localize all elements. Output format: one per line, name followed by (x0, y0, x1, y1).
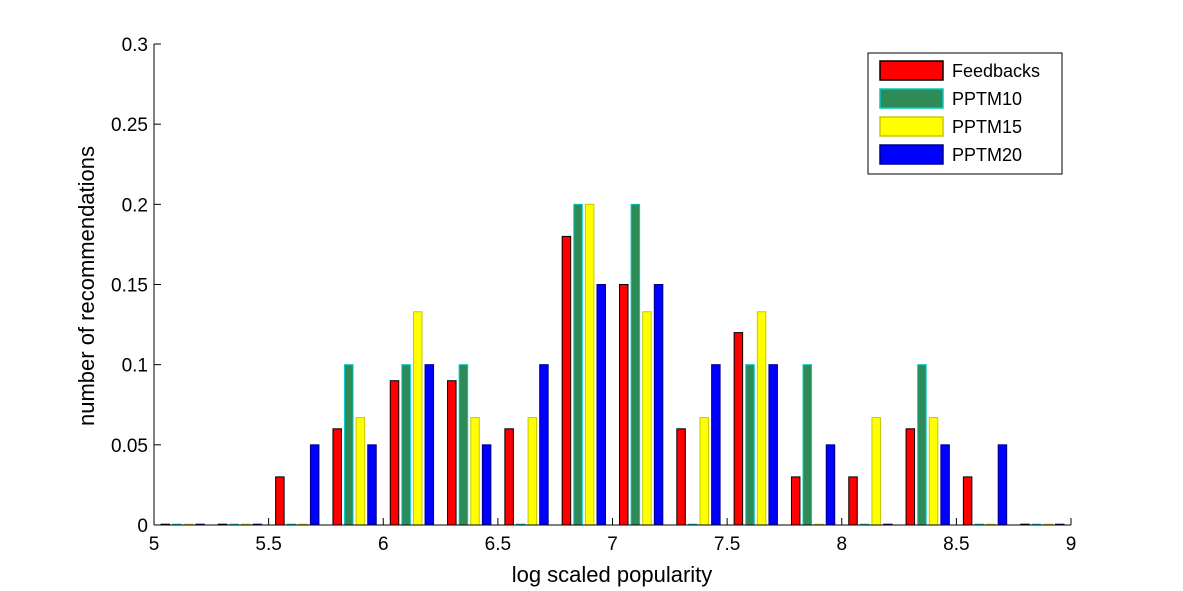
bar-pptm20-13 (940, 444, 950, 526)
legend-label-pptm10: PPTM10 (952, 89, 1022, 109)
legend-swatch-pptm15 (879, 116, 944, 137)
bar-pptm20-4 (424, 364, 435, 526)
x-tick-label: 6 (378, 534, 389, 555)
bar-pptm10-7 (573, 203, 583, 526)
bar-pptm20-14 (997, 444, 1008, 526)
bar-pptm20-2 (309, 444, 320, 526)
legend-swatch-pptm10 (879, 88, 944, 109)
bar-pptm15-9 (699, 417, 710, 526)
y-tick-label: 0.05 (111, 436, 148, 457)
x-tick-label: 7.5 (714, 534, 740, 555)
bar-feedbacks-2 (275, 476, 285, 526)
bar-pptm15-13 (928, 417, 939, 526)
bar-feedbacks-5 (447, 380, 457, 526)
legend-label-feedbacks: Feedbacks (952, 61, 1040, 81)
y-tick-label: 0 (137, 516, 148, 537)
bar-feedbacks-14 (962, 476, 973, 526)
bar-pptm10-3 (344, 364, 354, 526)
bar-pptm10-13 (917, 364, 927, 526)
bar-pptm20-11 (825, 444, 836, 526)
legend-label-pptm20: PPTM20 (952, 145, 1022, 165)
bar-feedbacks-7 (561, 235, 572, 526)
bar-pptm20-7 (596, 284, 606, 526)
x-tick-label: 9 (1066, 534, 1077, 555)
bar-pptm20-8 (653, 284, 664, 526)
bar-pptm20-10 (768, 364, 778, 526)
bar-pptm20-5 (481, 444, 492, 526)
x-tick-label: 7 (607, 534, 618, 555)
bar-pptm10-4 (401, 364, 411, 526)
legend-swatch-feedbacks (879, 60, 944, 81)
legend-label-pptm15: PPTM15 (952, 117, 1022, 137)
bar-feedbacks-10 (733, 332, 744, 526)
bar-pptm15-10 (756, 311, 767, 526)
bar-feedbacks-13 (905, 428, 916, 526)
x-tick-label: 5.5 (255, 534, 281, 555)
bar-feedbacks-12 (848, 476, 858, 526)
bar-feedbacks-4 (389, 380, 400, 526)
y-tick-label: 0.2 (122, 195, 148, 216)
x-tick-label: 8 (836, 534, 847, 555)
bar-pptm15-6 (527, 417, 538, 526)
bar-pptm15-4 (412, 311, 423, 526)
bar-pptm15-12 (871, 417, 881, 526)
bar-pptm20-3 (367, 444, 377, 526)
bar-pptm15-7 (584, 203, 595, 526)
bar-feedbacks-6 (504, 428, 514, 526)
bar-pptm15-8 (642, 311, 652, 526)
y-tick-label: 0.25 (111, 115, 148, 136)
x-tick-label: 8.5 (943, 534, 969, 555)
x-tick-label: 6.5 (485, 534, 511, 555)
bar-pptm10-5 (458, 364, 469, 526)
bar-pptm20-9 (711, 364, 721, 526)
bar-pptm10-11 (802, 364, 813, 526)
y-tick-label: 0.15 (111, 276, 148, 297)
bar-pptm15-5 (470, 417, 480, 526)
bar-feedbacks-8 (619, 284, 629, 526)
y-axis-title: number of recommendations (74, 146, 99, 426)
bar-feedbacks-11 (790, 476, 801, 526)
x-axis-title: log scaled popularity (512, 562, 713, 587)
legend: Feedbacks PPTM10 PPTM15 PPTM20 (867, 52, 1063, 175)
bar-feedbacks-3 (332, 428, 342, 526)
legend-swatch-pptm20 (879, 144, 944, 165)
bar-pptm10-10 (745, 364, 755, 526)
bar-pptm15-3 (355, 417, 366, 526)
bar-pptm10-8 (630, 203, 641, 526)
y-tick-label: 0.3 (122, 35, 148, 56)
x-tick-label: 5 (149, 534, 160, 555)
bar-pptm20-6 (539, 364, 549, 526)
y-tick-label: 0.1 (122, 356, 148, 377)
bar-feedbacks-9 (676, 428, 686, 526)
axes-group: 5 5.5 6 6.5 7 7.5 8 8.5 9 0 0.05 0.1 0.15 0.2 0.25 0.3 (111, 35, 1076, 555)
